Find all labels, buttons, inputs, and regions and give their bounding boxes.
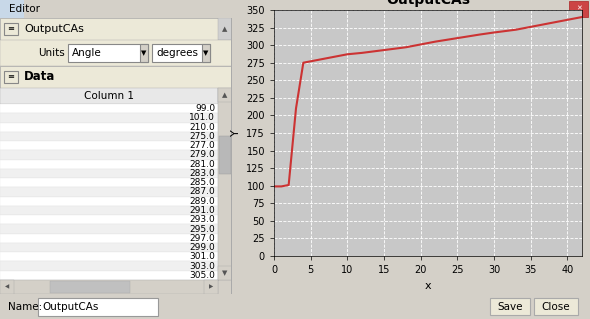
- Bar: [0, 40, 232, 66]
- Title: OutputCAs: OutputCAs: [386, 0, 470, 7]
- Bar: [218, 88, 232, 280]
- Bar: [0, 271, 218, 280]
- FancyBboxPatch shape: [569, 2, 588, 17]
- Text: ◀: ◀: [5, 285, 9, 290]
- Bar: [0, 88, 218, 104]
- FancyBboxPatch shape: [534, 298, 578, 315]
- Text: Data: Data: [24, 70, 55, 84]
- Text: Name:: Name:: [8, 301, 42, 311]
- Bar: [218, 18, 232, 40]
- Y-axis label: Y: Y: [231, 130, 241, 137]
- Text: 101.0: 101.0: [189, 113, 215, 122]
- FancyBboxPatch shape: [4, 23, 18, 35]
- Text: Close: Close: [542, 301, 571, 311]
- Text: Editor: Editor: [9, 4, 40, 14]
- Bar: [0, 215, 218, 225]
- FancyBboxPatch shape: [202, 44, 210, 62]
- Text: 299.0: 299.0: [189, 243, 215, 252]
- Text: OutputCAs: OutputCAs: [42, 301, 99, 311]
- FancyBboxPatch shape: [38, 298, 158, 316]
- Bar: [0, 280, 14, 294]
- Text: ▼: ▼: [222, 270, 228, 276]
- Text: 295.0: 295.0: [189, 225, 215, 234]
- Bar: [0, 66, 232, 88]
- Text: 275.0: 275.0: [189, 132, 215, 141]
- Text: 301.0: 301.0: [189, 252, 215, 261]
- FancyBboxPatch shape: [68, 44, 148, 62]
- Bar: [0, 252, 218, 262]
- Text: ✕: ✕: [576, 6, 582, 12]
- Bar: [219, 136, 231, 174]
- Text: 283.0: 283.0: [189, 169, 215, 178]
- Bar: [218, 88, 232, 102]
- Bar: [0, 88, 218, 280]
- Text: 293.0: 293.0: [189, 215, 215, 224]
- Text: 279.0: 279.0: [189, 151, 215, 160]
- Bar: [0, 225, 218, 234]
- Bar: [218, 266, 232, 280]
- FancyBboxPatch shape: [152, 44, 210, 62]
- Bar: [0, 262, 218, 271]
- Text: 305.0: 305.0: [189, 271, 215, 280]
- Text: ≡: ≡: [8, 72, 15, 81]
- Bar: [0, 169, 218, 178]
- Text: ▼: ▼: [204, 50, 209, 56]
- Text: 285.0: 285.0: [189, 178, 215, 187]
- Bar: [0, 141, 218, 150]
- Text: Column 1: Column 1: [84, 91, 134, 101]
- Bar: [0, 104, 218, 113]
- Text: Units: Units: [38, 48, 65, 58]
- Bar: [0, 113, 218, 122]
- FancyBboxPatch shape: [140, 44, 148, 62]
- Bar: [0, 234, 218, 243]
- Bar: [0, 187, 218, 197]
- Text: OutputCAs: OutputCAs: [24, 24, 84, 34]
- Bar: [0, 206, 218, 215]
- Text: 303.0: 303.0: [189, 262, 215, 271]
- Text: Angle: Angle: [72, 48, 101, 58]
- Bar: [0, 132, 218, 141]
- Text: ≡: ≡: [8, 25, 15, 33]
- FancyBboxPatch shape: [490, 298, 530, 315]
- Bar: [50, 281, 130, 293]
- FancyBboxPatch shape: [4, 71, 18, 83]
- Bar: [0, 197, 218, 206]
- Bar: [0, 0, 24, 18]
- Bar: [0, 178, 218, 187]
- X-axis label: x: x: [425, 281, 431, 291]
- Text: 291.0: 291.0: [189, 206, 215, 215]
- Text: 281.0: 281.0: [189, 160, 215, 169]
- Text: 297.0: 297.0: [189, 234, 215, 243]
- Text: 287.0: 287.0: [189, 188, 215, 197]
- Text: 210.0: 210.0: [189, 123, 215, 132]
- Bar: [0, 150, 218, 160]
- Bar: [0, 18, 232, 40]
- Text: Save: Save: [497, 301, 523, 311]
- Text: ▲: ▲: [222, 92, 228, 98]
- Text: ▲: ▲: [222, 26, 228, 32]
- Bar: [204, 280, 218, 294]
- Bar: [0, 243, 218, 252]
- Text: 99.0: 99.0: [195, 104, 215, 113]
- Text: ▶: ▶: [209, 285, 213, 290]
- Bar: [0, 160, 218, 169]
- Text: degrees: degrees: [156, 48, 198, 58]
- Text: 289.0: 289.0: [189, 197, 215, 206]
- Bar: [0, 280, 218, 294]
- Text: ▼: ▼: [142, 50, 147, 56]
- Text: 277.0: 277.0: [189, 141, 215, 150]
- Bar: [231, 18, 232, 294]
- Bar: [0, 122, 218, 132]
